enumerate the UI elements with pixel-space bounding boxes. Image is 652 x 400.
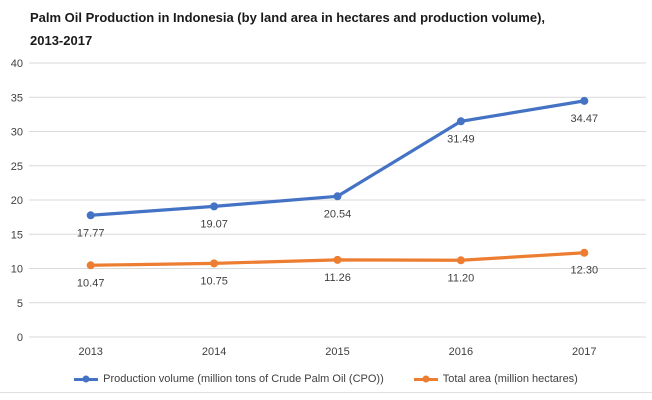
legend-marker-dot: [422, 375, 430, 383]
y-axis-tick-label: 40: [11, 58, 23, 70]
y-axis-tick-label: 30: [11, 127, 23, 139]
data-point-label: 11.26: [324, 272, 351, 284]
data-point-label: 31.49: [447, 133, 475, 145]
y-axis-tick-label: 15: [11, 229, 23, 241]
y-axis-tick-label: 5: [17, 298, 23, 310]
data-point-label: 19.07: [200, 218, 228, 230]
x-axis-tick-label: 2015: [325, 346, 349, 358]
x-axis-tick-label: 2016: [449, 346, 473, 358]
legend-label-production-volume: Production volume (million tons of Crude…: [103, 373, 384, 385]
y-axis-tick-label: 10: [11, 264, 23, 276]
data-point-label: 20.54: [324, 208, 352, 220]
total-area-legend-swatch: [413, 375, 438, 383]
chart-title-line-1: Palm Oil Production in Indonesia (by lan…: [30, 10, 546, 25]
y-axis-tick-label: 20: [11, 195, 23, 207]
legend-label-total-area: Total area (million hectares): [442, 373, 578, 385]
chart-bottom-border: [0, 392, 652, 393]
production-volume-legend-swatch: [74, 375, 99, 383]
data-point-label: 17.77: [77, 227, 105, 239]
data-point-label: 10.47: [77, 277, 105, 289]
chart-legend: Production volume (million tons of Crude…: [0, 373, 652, 385]
x-axis-tick-label: 2014: [202, 346, 226, 358]
legend-item-production-volume: Production volume (million tons of Crude…: [74, 373, 384, 385]
x-axis-tick-label: 2017: [572, 346, 596, 358]
chart-title-line-2: 2013-2017: [30, 33, 93, 48]
data-point-label: 34.47: [571, 113, 599, 125]
x-axis-tick-label: 2013: [78, 346, 102, 358]
data-point-label: 11.20: [448, 272, 475, 284]
y-axis-tick-label: 25: [11, 161, 23, 173]
legend-item-total-area: Total area (million hectares): [413, 373, 578, 385]
y-axis-tick-label: 0: [17, 332, 23, 344]
data-point-label: 12.30: [571, 265, 599, 277]
chart-title: Palm Oil Production in Indonesia (by lan…: [30, 6, 545, 52]
data-point-label: 10.75: [200, 275, 228, 287]
legend-marker-dot: [82, 375, 90, 383]
y-axis-tick-label: 35: [11, 92, 23, 104]
